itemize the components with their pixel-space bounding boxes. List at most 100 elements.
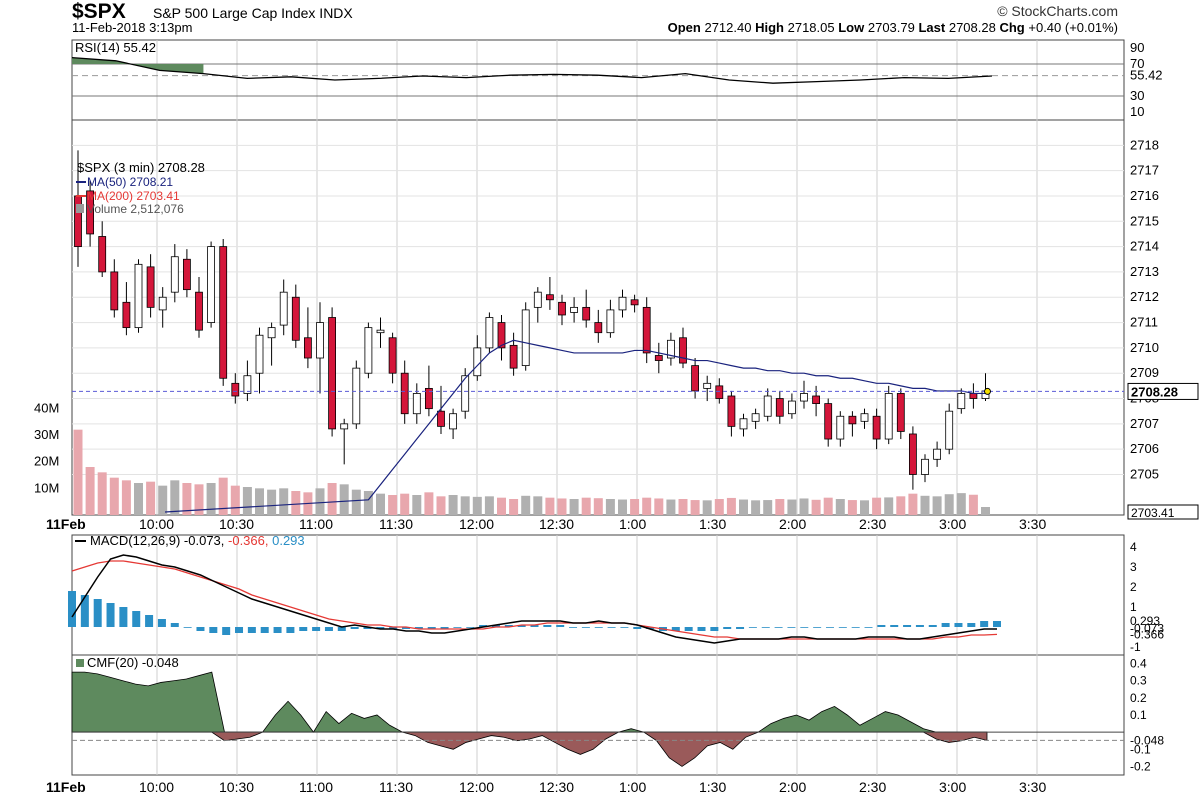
volume-bar <box>739 499 748 515</box>
macd-tick-label: 4 <box>1130 540 1137 554</box>
price-tick-label: 2710 <box>1130 340 1159 355</box>
volume-bar <box>545 497 555 515</box>
macd-histogram-bar <box>324 627 333 631</box>
macd-histogram-bar <box>620 627 629 628</box>
macd-panel-frame <box>71 534 1125 656</box>
macd-histogram-bar <box>581 627 590 628</box>
price-time-tick: 11:00 <box>299 516 333 532</box>
macd-tick-label: -0.366 <box>1130 627 1164 641</box>
volume-bar <box>787 499 797 515</box>
price-candle <box>667 339 675 359</box>
price-time-tick: 1:30 <box>699 516 726 532</box>
macd-histogram-bar <box>877 625 886 627</box>
volume-bar <box>847 500 857 515</box>
macd-histogram-bar <box>196 627 205 631</box>
macd-histogram-bar <box>363 627 372 629</box>
macd-histogram-bar <box>504 625 513 627</box>
macd-histogram-bar <box>993 621 1001 627</box>
cmf-time-tick: 10:00 <box>139 779 174 795</box>
cmf-negative-area <box>72 731 988 767</box>
macd-histogram-bar <box>890 625 899 627</box>
volume-bar <box>557 498 567 515</box>
macd-histogram-bar <box>748 627 757 628</box>
price-candle <box>485 317 494 349</box>
price-tick-label: 2714 <box>1130 239 1159 254</box>
price-candle <box>884 393 893 440</box>
price-candle <box>739 418 748 430</box>
macd-histogram-bar <box>517 625 526 627</box>
volume-bar <box>194 484 204 515</box>
price-candle <box>110 271 119 311</box>
last-price-box <box>1127 382 1199 400</box>
volume-bar <box>956 493 966 515</box>
volume-bar <box>363 491 373 515</box>
macd-legend-macd: MACD(12,26,9) -0.073, <box>90 533 228 548</box>
price-time-tick: 11Feb <box>46 516 86 532</box>
macd-histogram-bar <box>235 627 244 633</box>
price-time-tick: 12:30 <box>539 516 574 532</box>
price-candle <box>182 258 191 291</box>
cmf-legend: CMF(20) -0.048 <box>87 655 179 670</box>
price-tick-label: 2717 <box>1130 163 1159 178</box>
volume-bar <box>412 495 422 515</box>
macd-histogram-bar <box>157 619 166 627</box>
macd-histogram-bar <box>697 627 706 631</box>
macd-histogram-bar <box>980 621 989 627</box>
price-candle <box>364 327 373 374</box>
macd-histogram-bar <box>774 627 783 628</box>
volume-bar <box>448 495 458 515</box>
price-candle <box>279 291 288 326</box>
cmf-time-tick: 2:30 <box>859 779 886 795</box>
price-legend: $SPX (3 min) 2708.28 <box>77 160 205 175</box>
price-candle <box>715 385 724 399</box>
price-candle <box>775 398 784 417</box>
price-candle <box>437 410 445 427</box>
macd-histogram-bar <box>170 623 179 627</box>
cmf-time-tick: 10:30 <box>219 779 254 795</box>
macd-histogram-bar <box>183 627 192 628</box>
price-candle <box>134 263 143 329</box>
macd-histogram-bar <box>479 625 488 627</box>
header-ohlc: Open 2712.40 High 2718.05 Low 2703.79 La… <box>668 20 1118 35</box>
macd-histogram-bar <box>787 627 796 628</box>
volume-bar <box>799 498 809 515</box>
price-time-tick: 10:00 <box>139 516 174 532</box>
macd-histogram-bar <box>312 627 321 631</box>
volume-bar <box>896 496 906 515</box>
volume-bar <box>146 481 156 515</box>
macd-histogram-bar <box>132 611 141 627</box>
macd-histogram-bar <box>761 627 770 628</box>
price-time-tick: 12:00 <box>459 516 494 532</box>
price-tick-label: 2709 <box>1130 365 1159 380</box>
volume-bar <box>920 495 930 515</box>
cmf-time-tick: 12:30 <box>539 779 574 795</box>
volume-bar <box>968 494 978 515</box>
macd-histogram-bar <box>941 623 950 627</box>
price-time-tick: 11:30 <box>379 516 413 532</box>
macd-histogram-bar <box>594 627 603 628</box>
cmf-tick-label: 0.2 <box>1130 691 1147 705</box>
price-candle <box>509 344 518 369</box>
volume-bar <box>158 485 168 515</box>
volume-bar <box>424 492 434 515</box>
volume-bar <box>521 495 531 515</box>
price-candle <box>424 387 433 410</box>
volume-bar <box>666 499 676 515</box>
price-candle <box>122 301 131 329</box>
volume-swatch <box>76 204 84 213</box>
macd-histogram-bar <box>903 625 912 627</box>
rsi-panel-frame <box>71 39 1125 121</box>
cmf-time-tick: 3:00 <box>939 779 966 795</box>
macd-histogram-bar <box>68 591 76 627</box>
macd-histogram-bar <box>93 599 102 627</box>
ma200-box <box>1127 504 1199 520</box>
price-candle <box>400 372 409 415</box>
volume-bar <box>472 496 482 515</box>
macd-histogram-bar <box>813 627 822 628</box>
price-time-tick: 1:00 <box>619 516 646 532</box>
price-candle <box>812 395 820 404</box>
volume-bar <box>436 496 446 515</box>
price-candle <box>896 393 905 432</box>
price-candle <box>376 329 385 334</box>
rsi-line <box>71 56 993 84</box>
